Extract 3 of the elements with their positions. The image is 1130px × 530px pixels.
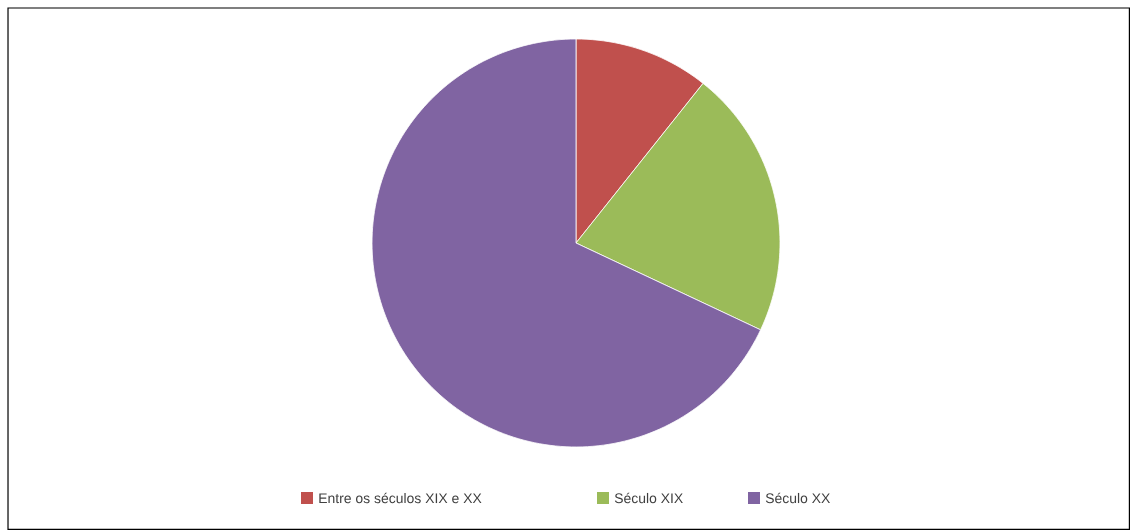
legend-label: Século XIX (614, 492, 683, 504)
legend-label: Século XX (765, 492, 831, 504)
legend-label: Entre os séculos XIX e XX (319, 492, 482, 504)
